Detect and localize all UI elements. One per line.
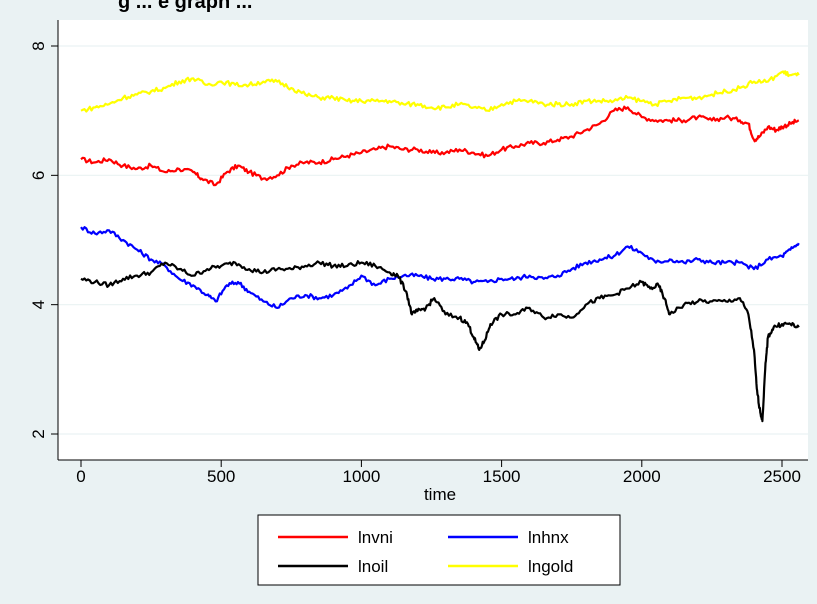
x-tick-label: 1000	[342, 467, 380, 486]
x-tick-label: 1500	[483, 467, 521, 486]
y-tick-label: 4	[29, 300, 48, 309]
legend: lnvni lnhnx lnoil lngold	[257, 514, 621, 586]
chart-title: g ... e graph ...	[118, 0, 252, 13]
series-line-lnoil	[80, 260, 800, 423]
y-tick-label: 2	[29, 429, 48, 438]
legend-label-lnhnx: lnhnx	[528, 528, 569, 547]
series-line-lnvni	[80, 105, 800, 187]
x-tick-label: 2000	[623, 467, 661, 486]
series-line-lngold	[80, 70, 800, 113]
grid-lines	[58, 45, 808, 435]
series-lines	[80, 70, 800, 423]
legend-label-lnvni: lnvni	[358, 528, 393, 547]
legend-label-lnoil: lnoil	[358, 557, 388, 576]
series-line-lnhnx	[80, 226, 800, 309]
plot-area	[58, 20, 808, 460]
x-tick-label: 2500	[763, 467, 801, 486]
legend-box	[257, 514, 621, 586]
x-tick-label: 0	[76, 467, 85, 486]
x-axis-title: time	[424, 485, 456, 504]
x-tick-label: 500	[207, 467, 235, 486]
axes: 2 4 6 8 0 500 1000 1500 2000 2500	[29, 20, 808, 486]
y-tick-label: 8	[29, 41, 48, 50]
legend-label-lngold: lngold	[528, 557, 573, 576]
y-tick-label: 6	[29, 171, 48, 180]
